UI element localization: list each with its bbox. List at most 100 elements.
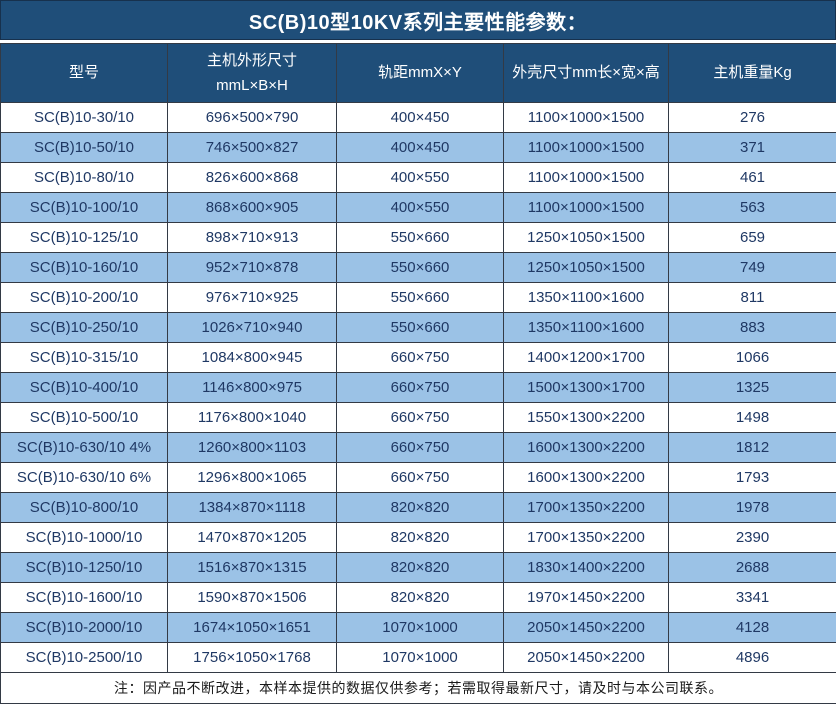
cell-weight: 1066 (668, 342, 836, 373)
cell-enclosure-dimensions: 1600×1300×2200 (503, 462, 669, 493)
col-header-model: 型号 (0, 43, 168, 103)
cell-host-dimensions: 1590×870×1506 (167, 582, 337, 613)
cell-rail-gauge: 820×820 (336, 522, 504, 553)
table-row: SC(B)10-100/10 868×600×905 400×550 1100×… (0, 192, 836, 223)
cell-enclosure-dimensions: 2050×1450×2200 (503, 612, 669, 643)
table-row: SC(B)10-1250/10 1516×870×1315 820×820 18… (0, 552, 836, 583)
cell-host-dimensions: 1516×870×1315 (167, 552, 337, 583)
table-row: SC(B)10-400/10 1146×800×975 660×750 1500… (0, 372, 836, 403)
cell-weight: 659 (668, 222, 836, 253)
cell-host-dimensions: 1084×800×945 (167, 342, 337, 373)
footer-row: 注：因产品不断改进，本样本提供的数据仅供参考；若需取得最新尺寸，请及时与本公司联… (0, 672, 836, 704)
header-row: 型号 主机外形尺寸 mmL×B×H 轨距mmX×Y 外壳尺寸mm长×宽×高 主机… (0, 43, 836, 103)
cell-weight: 1812 (668, 432, 836, 463)
table-row: SC(B)10-250/10 1026×710×940 550×660 1350… (0, 312, 836, 343)
cell-host-dimensions: 898×710×913 (167, 222, 337, 253)
cell-enclosure-dimensions: 1350×1100×1600 (503, 312, 669, 343)
cell-rail-gauge: 550×660 (336, 282, 504, 313)
cell-rail-gauge: 1070×1000 (336, 642, 504, 673)
cell-model: SC(B)10-315/10 (0, 342, 168, 373)
table-body: SC(B)10-30/10 696×500×790 400×450 1100×1… (0, 102, 836, 673)
cell-enclosure-dimensions: 1550×1300×2200 (503, 402, 669, 433)
title-divider (0, 40, 836, 43)
cell-enclosure-dimensions: 1100×1000×1500 (503, 102, 669, 133)
cell-model: SC(B)10-30/10 (0, 102, 168, 133)
cell-host-dimensions: 1756×1050×1768 (167, 642, 337, 673)
cell-host-dimensions: 1674×1050×1651 (167, 612, 337, 643)
cell-model: SC(B)10-160/10 (0, 252, 168, 283)
cell-model: SC(B)10-2500/10 (0, 642, 168, 673)
cell-host-dimensions: 1384×870×1118 (167, 492, 337, 523)
cell-model: SC(B)10-630/10 6% (0, 462, 168, 493)
table-row: SC(B)10-630/10 6% 1296×800×1065 660×750 … (0, 462, 836, 493)
cell-weight: 2688 (668, 552, 836, 583)
cell-weight: 1498 (668, 402, 836, 433)
cell-model: SC(B)10-250/10 (0, 312, 168, 343)
cell-enclosure-dimensions: 1830×1400×2200 (503, 552, 669, 583)
cell-model: SC(B)10-125/10 (0, 222, 168, 253)
cell-weight: 3341 (668, 582, 836, 613)
cell-enclosure-dimensions: 1600×1300×2200 (503, 432, 669, 463)
cell-model: SC(B)10-1600/10 (0, 582, 168, 613)
cell-rail-gauge: 660×750 (336, 462, 504, 493)
cell-weight: 276 (668, 102, 836, 133)
cell-enclosure-dimensions: 1400×1200×1700 (503, 342, 669, 373)
cell-rail-gauge: 660×750 (336, 372, 504, 403)
cell-model: SC(B)10-800/10 (0, 492, 168, 523)
cell-enclosure-dimensions: 1250×1050×1500 (503, 222, 669, 253)
table-row: SC(B)10-630/10 4% 1260×800×1103 660×750 … (0, 432, 836, 463)
cell-host-dimensions: 1296×800×1065 (167, 462, 337, 493)
cell-rail-gauge: 660×750 (336, 402, 504, 433)
cell-enclosure-dimensions: 1500×1300×1700 (503, 372, 669, 403)
cell-host-dimensions: 952×710×878 (167, 252, 337, 283)
cell-model: SC(B)10-500/10 (0, 402, 168, 433)
cell-weight: 371 (668, 132, 836, 163)
cell-weight: 2390 (668, 522, 836, 553)
cell-enclosure-dimensions: 1100×1000×1500 (503, 192, 669, 223)
cell-rail-gauge: 400×450 (336, 102, 504, 133)
table-row: SC(B)10-1600/10 1590×870×1506 820×820 19… (0, 582, 836, 613)
cell-enclosure-dimensions: 1970×1450×2200 (503, 582, 669, 613)
table-row: SC(B)10-200/10 976×710×925 550×660 1350×… (0, 282, 836, 313)
cell-rail-gauge: 400×550 (336, 162, 504, 193)
cell-host-dimensions: 1470×870×1205 (167, 522, 337, 553)
cell-host-dimensions: 746×500×827 (167, 132, 337, 163)
cell-weight: 4128 (668, 612, 836, 643)
cell-enclosure-dimensions: 1100×1000×1500 (503, 162, 669, 193)
cell-enclosure-dimensions: 1250×1050×1500 (503, 252, 669, 283)
cell-rail-gauge: 820×820 (336, 492, 504, 523)
cell-enclosure-dimensions: 1700×1350×2200 (503, 522, 669, 553)
table-row: SC(B)10-500/10 1176×800×1040 660×750 155… (0, 402, 836, 433)
cell-model: SC(B)10-200/10 (0, 282, 168, 313)
table-row: SC(B)10-30/10 696×500×790 400×450 1100×1… (0, 102, 836, 133)
cell-host-dimensions: 1146×800×975 (167, 372, 337, 403)
cell-host-dimensions: 868×600×905 (167, 192, 337, 223)
col-header-rail-gauge: 轨距mmX×Y (336, 43, 504, 103)
cell-rail-gauge: 550×660 (336, 222, 504, 253)
table-row: SC(B)10-315/10 1084×800×945 660×750 1400… (0, 342, 836, 373)
cell-host-dimensions: 1260×800×1103 (167, 432, 337, 463)
col-header-enclosure-dimensions: 外壳尺寸mm长×宽×高 (503, 43, 669, 103)
cell-host-dimensions: 976×710×925 (167, 282, 337, 313)
cell-model: SC(B)10-1000/10 (0, 522, 168, 553)
col-header-weight: 主机重量Kg (668, 43, 836, 103)
cell-model: SC(B)10-50/10 (0, 132, 168, 163)
table-row: SC(B)10-50/10 746×500×827 400×450 1100×1… (0, 132, 836, 163)
cell-enclosure-dimensions: 1700×1350×2200 (503, 492, 669, 523)
cell-enclosure-dimensions: 2050×1450×2200 (503, 642, 669, 673)
cell-rail-gauge: 660×750 (336, 432, 504, 463)
cell-rail-gauge: 820×820 (336, 582, 504, 613)
cell-rail-gauge: 820×820 (336, 552, 504, 583)
cell-rail-gauge: 550×660 (336, 252, 504, 283)
cell-weight: 749 (668, 252, 836, 283)
table-row: SC(B)10-800/10 1384×870×1118 820×820 170… (0, 492, 836, 523)
cell-model: SC(B)10-100/10 (0, 192, 168, 223)
table-row: SC(B)10-160/10 952×710×878 550×660 1250×… (0, 252, 836, 283)
cell-host-dimensions: 1026×710×940 (167, 312, 337, 343)
cell-weight: 563 (668, 192, 836, 223)
table-row: SC(B)10-80/10 826×600×868 400×550 1100×1… (0, 162, 836, 193)
page-title: SC(B)10型10KV系列主要性能参数： (0, 0, 836, 40)
table-row: SC(B)10-1000/10 1470×870×1205 820×820 17… (0, 522, 836, 553)
footer-note: 注：因产品不断改进，本样本提供的数据仅供参考；若需取得最新尺寸，请及时与本公司联… (0, 672, 836, 704)
